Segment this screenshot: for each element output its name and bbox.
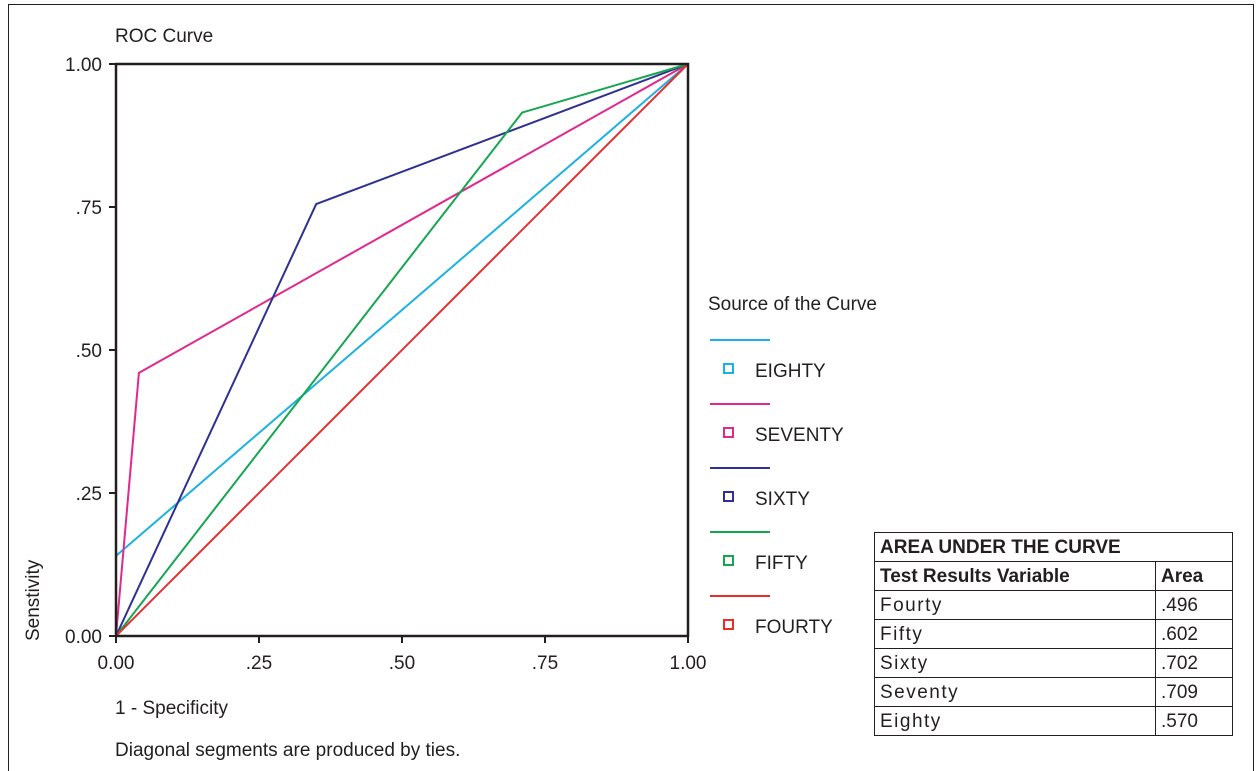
auc-variable: Sixty [874,648,1156,678]
legend-marker-fifty [723,555,734,566]
table-row: Fifty .602 [874,619,1233,649]
auc-table-header-row: Test Results Variable Area [874,561,1233,591]
table-row: Seventy .709 [874,677,1233,707]
legend-marker-eighty [723,363,734,374]
legend-marker-seventy [723,427,734,438]
y-axis-label: Senstivity [23,559,44,641]
auc-header-area: Area [1155,561,1233,591]
plot-area [114,62,690,638]
x-axis: 0.00 .25 .50 .75 1.00 [98,636,707,674]
auc-area: .602 [1155,619,1233,649]
legend-marker-sixty [723,491,734,502]
y-axis: 0.00 .25 .50 .75 1.00 [65,55,116,648]
y-tick-label: .25 [76,484,102,505]
ties-note: Diagonal segments are produced by ties. [115,740,460,761]
legend-label-sixty: SIXTY [755,489,810,510]
x-tick-label: 0.00 [98,653,135,674]
y-tick-label: 1.00 [65,55,102,76]
legend-label-seventy: SEVENTY [755,425,844,446]
legend-title: Source of the Curve [708,294,877,315]
series-line-fifty [115,63,689,637]
x-axis-label: 1 - Specificity [115,698,228,719]
series-line-fourty [115,63,689,637]
auc-table: AREA UNDER THE CURVE Test Results Variab… [874,532,1233,736]
legend-label-eighty: EIGHTY [755,361,826,382]
chart-title: ROC Curve [115,26,213,47]
table-row: Eighty .570 [874,706,1233,736]
auc-header-variable: Test Results Variable [874,561,1156,591]
series-line-eighty [115,63,689,557]
auc-variable: Eighty [874,706,1156,736]
series-line-sixty [115,63,689,637]
auc-area: .702 [1155,648,1233,678]
y-tick-label: .75 [76,198,102,219]
legend-marker-fourty [723,619,734,630]
table-row: Sixty .702 [874,648,1233,678]
auc-variable: Fourty [874,590,1156,620]
y-tick-label: .50 [76,341,102,362]
figure-frame [8,4,1254,771]
legend: Source of the Curve EIGHTY SEVENTY SIXTY FI… [708,294,877,638]
x-tick-label: 1.00 [670,653,707,674]
auc-area: .709 [1155,677,1233,707]
table-row: Fourty .496 [874,590,1233,620]
legend-label-fifty: FIFTY [755,553,808,574]
series-line-seventy [115,63,689,637]
auc-area: .570 [1155,706,1233,736]
auc-table-title-row: AREA UNDER THE CURVE [874,532,1233,562]
x-tick-label: .75 [532,653,558,674]
x-tick-label: .25 [246,653,272,674]
legend-label-fourty: FOURTY [755,617,833,638]
y-tick-label: 0.00 [65,627,102,648]
x-tick-label: .50 [389,653,415,674]
auc-variable: Fifty [874,619,1156,649]
auc-variable: Seventy [874,677,1156,707]
auc-area: .496 [1155,590,1233,620]
auc-table-title: AREA UNDER THE CURVE [874,532,1233,562]
